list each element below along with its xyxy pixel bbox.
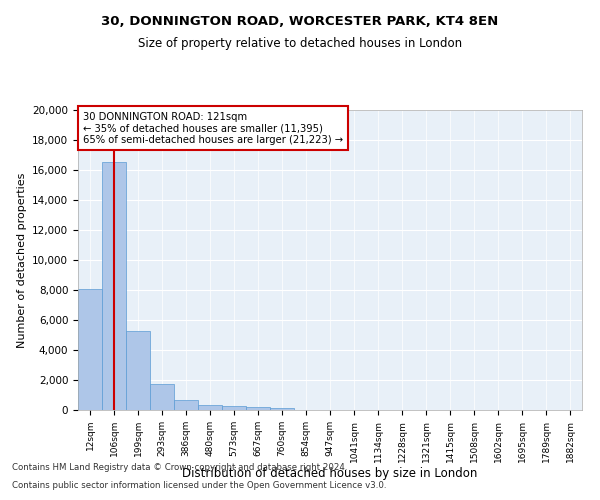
Bar (246, 408, 270, 410)
Bar (78, 288, 102, 410)
Bar (222, 406, 246, 410)
Y-axis label: Number of detached properties: Number of detached properties (17, 172, 26, 348)
Text: Size of property relative to detached houses in London: Size of property relative to detached ho… (138, 38, 462, 51)
Bar (174, 400, 198, 410)
X-axis label: Distribution of detached houses by size in London: Distribution of detached houses by size … (182, 468, 478, 480)
Bar (150, 384, 174, 410)
Text: Contains HM Land Registry data © Crown copyright and database right 2024.: Contains HM Land Registry data © Crown c… (12, 464, 347, 472)
Text: 30, DONNINGTON ROAD, WORCESTER PARK, KT4 8EN: 30, DONNINGTON ROAD, WORCESTER PARK, KT4… (101, 15, 499, 28)
Bar (102, 162, 126, 410)
Bar (198, 405, 222, 410)
Bar (270, 408, 294, 410)
Text: 30 DONNINGTON ROAD: 121sqm
← 35% of detached houses are smaller (11,395)
65% of : 30 DONNINGTON ROAD: 121sqm ← 35% of deta… (83, 112, 343, 144)
Bar (126, 330, 150, 410)
Text: Contains public sector information licensed under the Open Government Licence v3: Contains public sector information licen… (12, 481, 386, 490)
